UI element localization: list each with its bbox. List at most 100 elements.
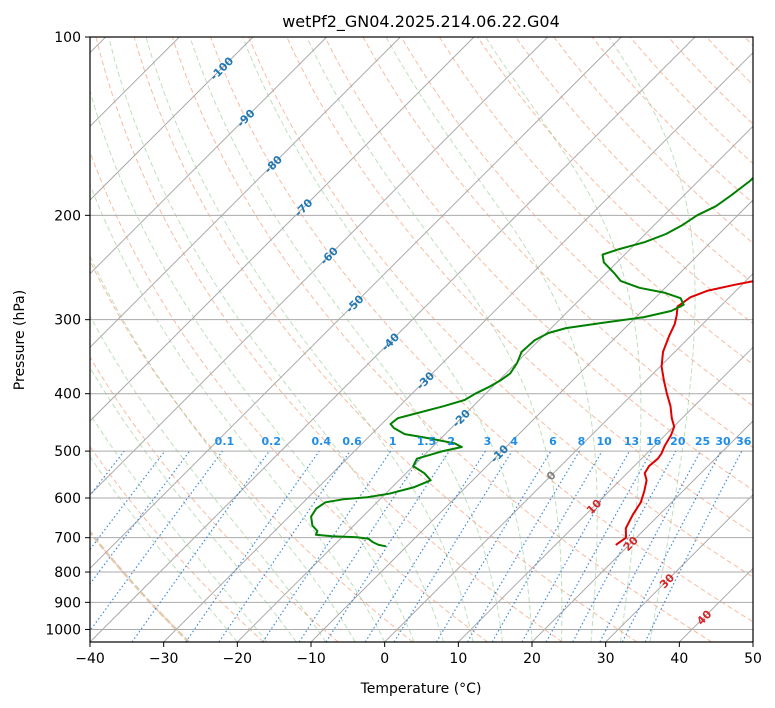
mixing-ratio-line	[90, 450, 223, 632]
dry-adiabat	[90, 356, 339, 642]
dry-adiabat	[286, 37, 753, 534]
moist-adiabat	[90, 255, 356, 642]
x-axis-label: Temperature (°C)	[360, 681, 482, 697]
dry-adiabat	[706, 37, 753, 86]
mixing-ratio-line	[325, 450, 450, 642]
reference-adiabat	[90, 529, 190, 642]
moist-adiabat	[189, 37, 503, 642]
isotherm-label: -90	[234, 106, 257, 129]
x-tick-label: 20	[523, 651, 541, 667]
dry-adiabat	[362, 37, 753, 449]
isotherm-line	[457, 346, 753, 642]
y-axis-label: Pressure (hPa)	[12, 290, 28, 390]
y-tick-label: 800	[54, 565, 81, 581]
mixing-ratio-label: 1.5	[417, 435, 437, 448]
isotherm-line	[605, 493, 753, 642]
mixing-ratio-label: 8	[578, 435, 586, 448]
chart-title: wetPf2_GN04.2025.214.06.22.G04	[282, 12, 560, 32]
dry-adiabat	[553, 37, 753, 244]
mixing-ratio-line	[131, 450, 270, 642]
moist-adiabat	[90, 314, 327, 642]
mixing-ratio-label: 1	[389, 435, 397, 448]
y-tick-label: 100	[54, 30, 81, 46]
isotherm-line	[236, 125, 753, 642]
mixing-ratio-label: 0.4	[312, 435, 332, 448]
moist-adiabat	[306, 37, 563, 642]
mixing-ratio-line	[298, 450, 425, 642]
dry-adiabat	[248, 37, 753, 578]
mixing-ratio-line	[435, 450, 552, 642]
isotherm-line	[90, 37, 622, 570]
dry-adiabat	[133, 37, 638, 642]
isotherm-line	[384, 272, 753, 642]
moist-adiabat	[145, 37, 474, 642]
mixing-ratio-label: 36	[736, 435, 752, 448]
y-tick-label: 900	[54, 595, 81, 611]
isotherm-line	[752, 641, 753, 642]
dry-adiabat	[438, 37, 753, 366]
isotherm-line	[90, 37, 254, 201]
moist-adiabat	[90, 89, 415, 642]
profile-lines	[310, 176, 753, 548]
mixing-ratio-label: 0.2	[262, 435, 282, 448]
mixing-ratio-label: 13	[624, 435, 639, 448]
isotherm-line	[310, 199, 753, 642]
x-tick-label: 40	[670, 651, 688, 667]
mixing-ratio-line	[393, 450, 513, 642]
y-tick-label: 600	[54, 491, 81, 507]
isotherm-line	[90, 37, 328, 275]
mixing-ratio-label: 0.6	[342, 435, 362, 448]
x-tick-label: 30	[597, 651, 615, 667]
moist-adiabat	[90, 183, 386, 642]
y-tick-label: 500	[54, 444, 81, 460]
x-tick-label: 50	[744, 651, 762, 667]
mixing-ratio-label: 30	[715, 435, 731, 448]
y-tick-label: 1000	[45, 622, 81, 638]
x-tick-label: −20	[223, 651, 253, 667]
y-tick-label: 400	[54, 387, 81, 403]
isotherm-label: -70	[292, 196, 315, 219]
mixing-ratio-label: 4	[510, 435, 518, 448]
dry-adiabat	[744, 37, 753, 47]
x-tick-label: 10	[449, 651, 467, 667]
mixing-ratio-line	[185, 450, 320, 642]
dry-adiabat	[90, 259, 414, 642]
mixing-ratio-label: 6	[549, 435, 557, 448]
moist-adiabat	[608, 37, 696, 642]
dewpoint-line	[310, 176, 753, 548]
dry-adiabat	[95, 37, 563, 642]
plot-background	[90, 37, 753, 642]
mixing-ratio-line	[521, 450, 631, 642]
isotherm-line	[90, 37, 696, 642]
mixing-ratio-line	[599, 450, 702, 642]
dry-adiabat	[90, 531, 190, 642]
mixing-ratio-line	[545, 450, 653, 642]
mixing-ratio-label: 16	[646, 435, 662, 448]
x-tick-label: 0	[380, 651, 389, 667]
y-tick-label: 300	[54, 313, 81, 329]
mixing-ratio-line	[262, 450, 392, 642]
y-tick-label: 700	[54, 531, 81, 547]
isotherm-label: -100	[208, 54, 237, 83]
isotherm-label: 10	[584, 497, 604, 517]
axis-ticks: −40 −30 −20 −10 0 10 20 30 40 5010020030040050060…	[45, 30, 762, 667]
mixing-ratio-label: 25	[695, 435, 710, 448]
moist-adiabat	[90, 455, 238, 642]
mixing-ratio-line	[218, 450, 351, 642]
moist-adiabat	[242, 37, 533, 642]
isotherm-line	[90, 37, 549, 496]
isotherm-line	[163, 51, 753, 642]
mixing-ratio-label: 10	[596, 435, 612, 448]
moist-adiabat	[90, 366, 297, 642]
isotherm-line	[90, 37, 475, 422]
moist-adiabat	[90, 413, 268, 642]
plot-frame	[89, 36, 754, 643]
dry-adiabat	[515, 37, 753, 284]
mixing-ratio-line	[90, 450, 166, 551]
isotherm-line	[531, 420, 753, 642]
x-tick-label: −40	[75, 651, 105, 667]
dry-adiabat	[171, 37, 712, 642]
dry-adiabat	[591, 37, 753, 204]
isopleth-labels: -100-90-80-70-60-50-40-30-20-10010203040…	[208, 54, 752, 627]
